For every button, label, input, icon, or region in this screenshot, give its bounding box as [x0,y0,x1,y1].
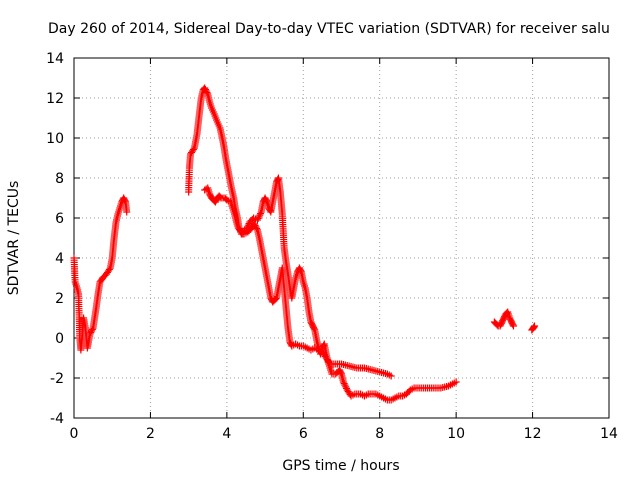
y-tick-label: 0 [55,331,64,347]
data-point [254,214,262,222]
data-point [201,86,209,93]
data-point [202,87,210,95]
data-point [105,266,113,273]
data-point [201,84,209,92]
y-tick-label: 2 [55,291,64,307]
data-point [121,197,129,205]
data-point [262,197,270,205]
data-point [244,221,252,229]
data-point [297,267,305,275]
y-tick-label: 14 [46,51,64,67]
data-point [88,327,96,335]
data-point [242,226,250,234]
data-point [123,208,131,216]
data-point [87,329,95,336]
data-point [203,89,211,96]
x-tick-label: 14 [600,426,618,442]
data-point [509,322,517,330]
data-point [189,146,197,153]
data-point [342,383,350,391]
data-point [256,210,264,218]
data-point [310,325,318,333]
x-tick-label: 0 [70,426,79,442]
data-point [88,326,96,333]
x-tick-label: 8 [375,426,384,442]
data-point [251,222,259,229]
data-point [272,295,280,303]
data-point [337,369,345,377]
y-tick-label: -4 [50,411,64,427]
y-axis-label: SDTVAR / TECUs [6,181,22,296]
x-tick-label: 12 [524,426,542,442]
x-axis-label: GPS time / hours [282,458,399,474]
data-point [452,378,460,386]
data-points [70,84,538,404]
axis-ticks: 0 2 4 6 8 10 12 14 -4 -2 0 2 4 6 8 10 12 14 [46,51,618,442]
data-point [509,321,517,329]
data-point [237,228,245,236]
x-tick-label: 10 [447,426,465,442]
y-tick-label: 10 [46,131,64,147]
y-tick-label: 12 [46,91,64,107]
grid-lines [74,58,609,418]
data-point [253,216,261,224]
data-point [341,381,349,389]
x-tick-label: 6 [299,426,308,442]
chart-title: Day 260 of 2014, Sidereal Day-to-day VTE… [48,21,610,37]
data-point [239,227,247,235]
data-point [255,213,263,221]
y-tick-label: 8 [55,171,64,187]
data-point [530,322,538,330]
data-point [339,378,347,386]
y-tick-label: 6 [55,211,64,227]
data-point [86,330,94,338]
data-point [256,211,264,219]
data-point [253,225,261,232]
data-point [340,380,348,388]
data-point [387,372,395,380]
x-tick-label: 4 [222,426,231,442]
data-point [243,224,251,232]
data-point [342,384,350,392]
plot-frame [73,57,610,419]
y-tick-label: -2 [50,371,64,387]
data-point [243,223,251,231]
y-tick-label: 4 [55,251,64,267]
x-tick-label: 2 [146,426,155,442]
data-point [252,223,260,231]
